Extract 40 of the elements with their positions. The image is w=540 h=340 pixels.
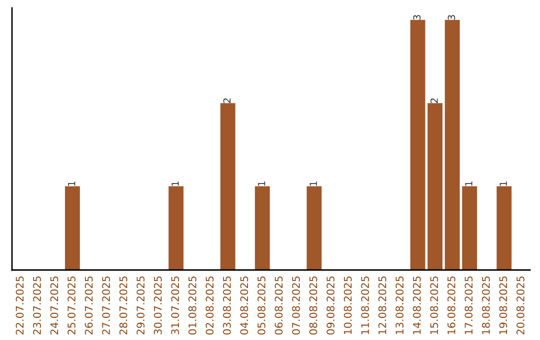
x-tick-label: 11.08.2025: [361, 276, 369, 334]
x-tick-label: 23.07.2025: [33, 276, 41, 334]
x-tick-label: 18.08.2025: [482, 276, 490, 334]
x-tick-label: 07.08.2025: [292, 276, 300, 335]
x-tick-label: 12.08.2025: [378, 276, 386, 334]
x-tick-label: 26.07.2025: [84, 276, 93, 334]
data-label: 1: [465, 182, 472, 186]
x-tick-label: 24.07.2025: [50, 276, 58, 334]
x-tick-label: 25.07.2025: [68, 276, 76, 334]
data-label: 1: [500, 182, 507, 186]
x-tick-label: 10.08.2025: [344, 276, 352, 334]
x-tick-label: 03.08.2025: [222, 276, 231, 335]
x-tick-label: 17.08.2025: [464, 276, 473, 334]
x-tick-label: 19.08.2025: [499, 276, 508, 334]
x-tick-label: 31.07.2025: [171, 276, 180, 334]
data-label: 1: [172, 182, 179, 186]
data-label: 2: [223, 98, 231, 103]
data-label: 1: [310, 182, 317, 186]
x-tick-label: 27.07.2025: [102, 276, 110, 334]
x-tick-label: 04.08.2025: [240, 276, 248, 335]
data-label: 1: [258, 182, 266, 186]
x-tick-label: 15.08.2025: [430, 276, 438, 334]
data-label: 2: [430, 98, 438, 103]
x-tick-label: 01.08.2025: [188, 276, 196, 335]
data-label: 3: [413, 15, 421, 20]
x-tick-label: 14.08.2025: [412, 276, 421, 334]
x-tick-label: 05.08.2025: [258, 276, 266, 335]
x-tick-label: 22.07.2025: [16, 276, 24, 334]
x-tick-label: 28.07.2025: [119, 276, 128, 334]
data-label: 1: [68, 182, 76, 186]
x-tick-label: 13.08.2025: [396, 276, 404, 334]
x-tick-label: 06.08.2025: [274, 276, 283, 335]
x-tick-label: 20.08.2025: [516, 276, 524, 334]
x-tick-label: 30.07.2025: [154, 276, 162, 334]
x-tick-label: 16.08.2025: [447, 276, 456, 334]
x-tick-label: 08.08.2025: [309, 276, 318, 335]
data-label: 3: [448, 15, 456, 20]
x-tick-label: 29.07.2025: [136, 276, 145, 334]
x-tick-label: 02.08.2025: [206, 276, 214, 335]
x-tick-label: 09.08.2025: [326, 276, 334, 335]
